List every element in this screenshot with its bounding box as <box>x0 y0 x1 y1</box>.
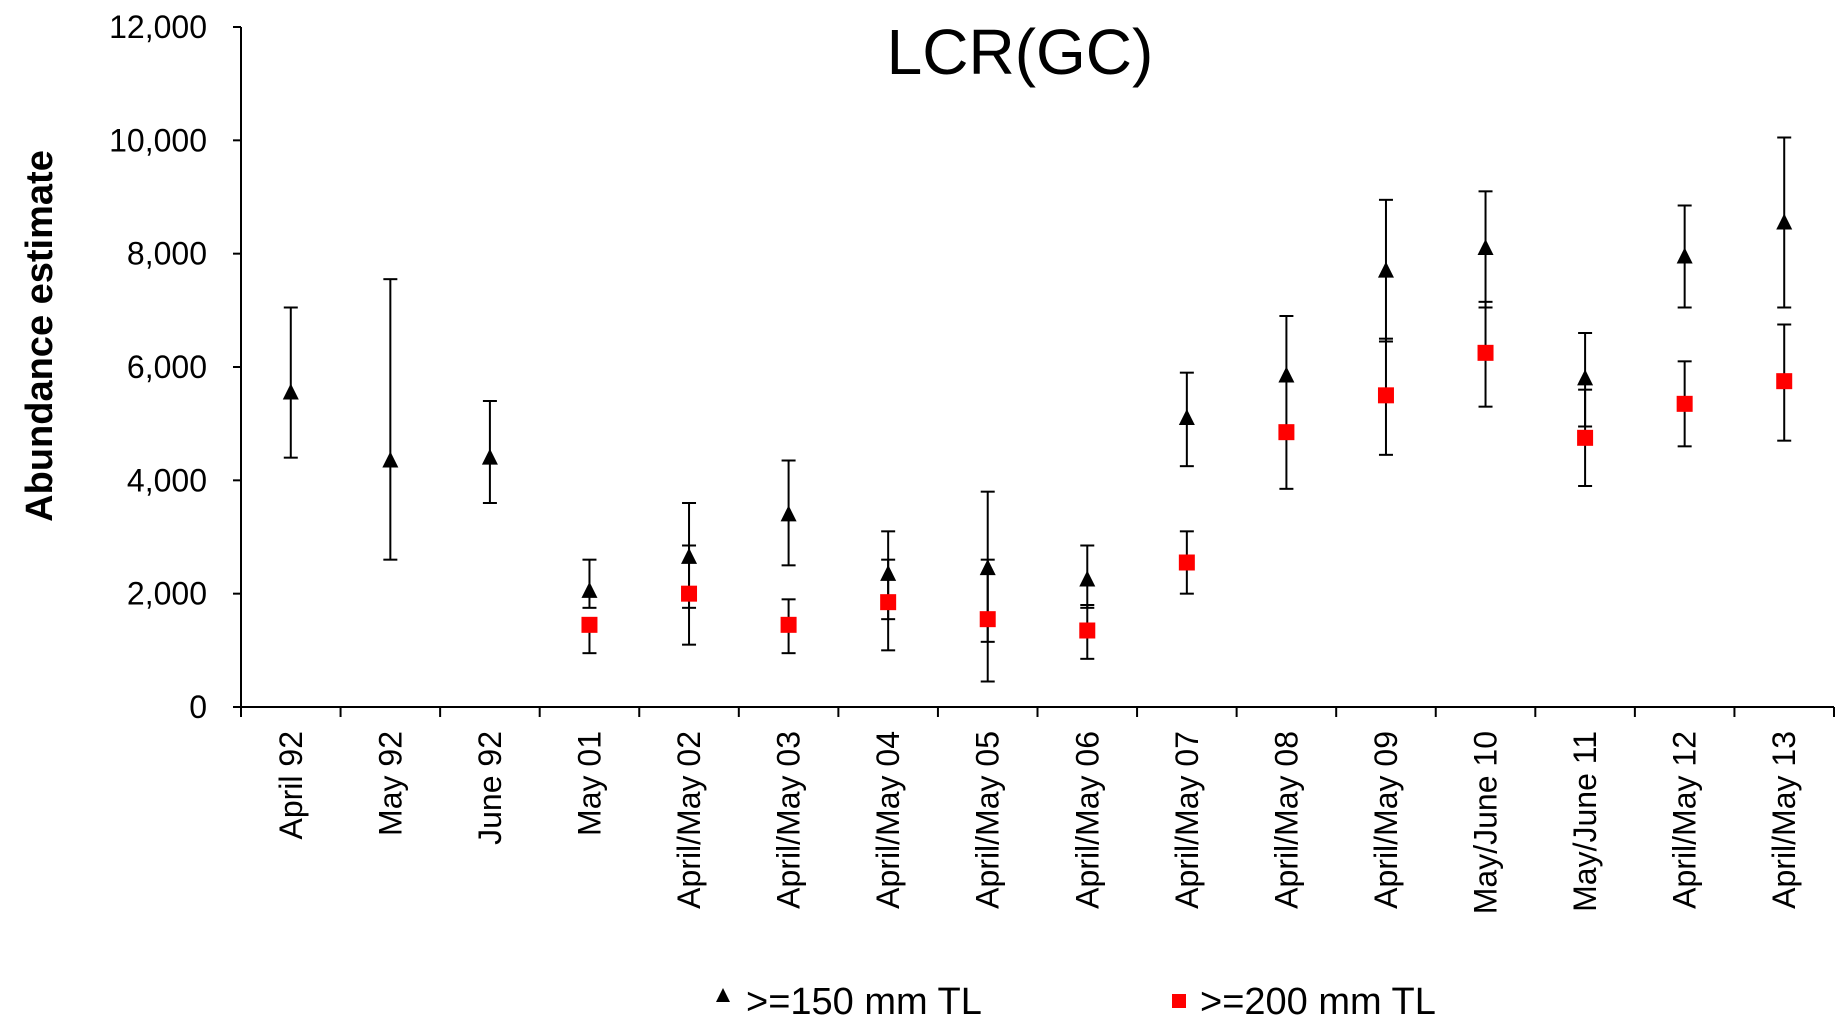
data-point-square <box>681 585 698 602</box>
data-point-square <box>880 594 897 611</box>
error-bar <box>283 306 298 459</box>
legend: >=150 mm TL >=200 mm TL <box>716 981 1436 1016</box>
data-point-square <box>1278 424 1295 441</box>
x-ticks: April 92 May 92 June 92 May 01 April/May 02 A… <box>240 707 1835 914</box>
legend-marker-square <box>1172 994 1186 1008</box>
data-point-triangle <box>581 581 598 598</box>
data-point-square <box>1477 344 1494 361</box>
data-point-square <box>1178 554 1195 571</box>
y-tick-label: 4,000 <box>127 462 207 498</box>
data-point-square <box>1377 387 1394 404</box>
x-tick-label: April/May 13 <box>1766 731 1802 909</box>
y-ticks: 0 2,000 4,000 6,000 8,000 10,000 12,000 <box>109 9 241 725</box>
x-tick-label: May/June 10 <box>1468 731 1504 914</box>
x-tick-label: April 92 <box>273 731 309 840</box>
data-point-triangle <box>382 451 399 468</box>
x-tick-label: May 92 <box>372 731 408 836</box>
series-150mm <box>282 136 1793 643</box>
data-point-triangle <box>1079 570 1096 587</box>
y-tick-label: 0 <box>189 689 207 725</box>
data-point-triangle <box>1676 247 1693 264</box>
series-layer <box>282 136 1793 683</box>
x-tick-label: April/May 08 <box>1268 731 1304 909</box>
x-tick-label: April/May 09 <box>1368 731 1404 909</box>
data-point-triangle <box>780 505 797 522</box>
data-point-square <box>780 616 797 633</box>
data-point-triangle <box>1377 261 1394 278</box>
x-tick-label: April/May 07 <box>1169 731 1205 909</box>
chart-title: LCR(GC) <box>887 16 1154 88</box>
data-point-square <box>1776 373 1793 390</box>
x-tick-label: May 01 <box>571 731 607 836</box>
y-tick-label: 8,000 <box>127 236 207 272</box>
y-tick-label: 6,000 <box>127 349 207 385</box>
x-tick-label: April/May 04 <box>870 731 906 909</box>
data-point-square <box>979 611 996 628</box>
x-tick-label: June 92 <box>472 731 508 845</box>
legend-label-150: >=150 mm TL <box>746 981 982 1016</box>
legend-label-200: >=200 mm TL <box>1200 981 1436 1016</box>
y-tick-label: 10,000 <box>109 122 207 158</box>
data-point-triangle <box>1178 409 1195 425</box>
x-tick-label: April/May 05 <box>970 731 1006 909</box>
data-point-triangle <box>481 448 498 465</box>
data-point-triangle <box>1278 366 1295 383</box>
legend-marker-triangle <box>716 988 730 1002</box>
data-point-triangle <box>1577 369 1594 386</box>
data-point-triangle <box>1776 213 1793 230</box>
error-bar <box>383 278 398 561</box>
data-point-triangle <box>282 383 299 400</box>
data-point-square <box>581 616 598 633</box>
y-axis-label: Abundance estimate <box>19 150 61 522</box>
y-tick-label: 2,000 <box>127 576 207 612</box>
error-bar <box>1279 431 1294 490</box>
x-tick-label: April/May 02 <box>671 731 707 909</box>
data-point-square <box>1079 622 1096 639</box>
data-point-triangle <box>1477 239 1494 255</box>
x-tick-label: April/May 03 <box>771 731 807 909</box>
y-tick-label: 12,000 <box>109 9 207 45</box>
x-tick-label: April/May 06 <box>1069 731 1105 909</box>
data-point-square <box>1577 429 1594 446</box>
x-tick-label: April/May 12 <box>1667 731 1703 909</box>
series-200mm <box>581 300 1793 683</box>
data-point-square <box>1676 395 1693 412</box>
x-tick-label: May/June 11 <box>1567 731 1603 912</box>
